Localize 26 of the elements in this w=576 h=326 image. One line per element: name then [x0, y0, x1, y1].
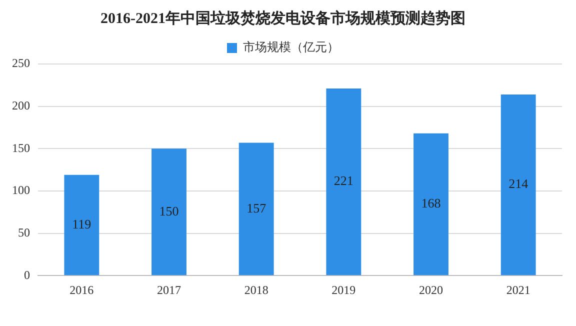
data-label: 221 — [334, 173, 354, 188]
data-label: 150 — [159, 203, 179, 218]
chart-title: 2016-2021年中国垃圾焚烧发电设备市场规模预测趋势图 — [100, 8, 466, 27]
bar — [414, 133, 448, 276]
x-tick-label: 2020 — [419, 282, 443, 297]
bar — [152, 148, 186, 276]
bar — [64, 174, 100, 276]
x-tick-label: 2021 — [506, 282, 530, 297]
data-label: 157 — [246, 200, 267, 216]
y-tick-label: 250 — [12, 56, 30, 70]
x-tick-label: 2016 — [70, 282, 94, 297]
y-tick-label: 200 — [12, 98, 30, 112]
y-tick-label: 150 — [12, 140, 30, 155]
bar — [238, 142, 274, 276]
x-tick-label: 2017 — [157, 282, 181, 297]
data-label: 214 — [508, 176, 529, 192]
x-tick-label: 2019 — [332, 282, 356, 297]
x-tick-label: 2018 — [244, 282, 268, 297]
y-tick-label: 50 — [18, 225, 30, 240]
bar — [500, 94, 536, 276]
data-label: 168 — [421, 196, 441, 211]
bar — [326, 88, 362, 276]
y-tick-label: 100 — [12, 183, 30, 198]
legend-label: 市场规模（亿元） — [243, 40, 339, 54]
y-tick-label: 0 — [24, 268, 30, 282]
data-label: 119 — [72, 216, 92, 232]
